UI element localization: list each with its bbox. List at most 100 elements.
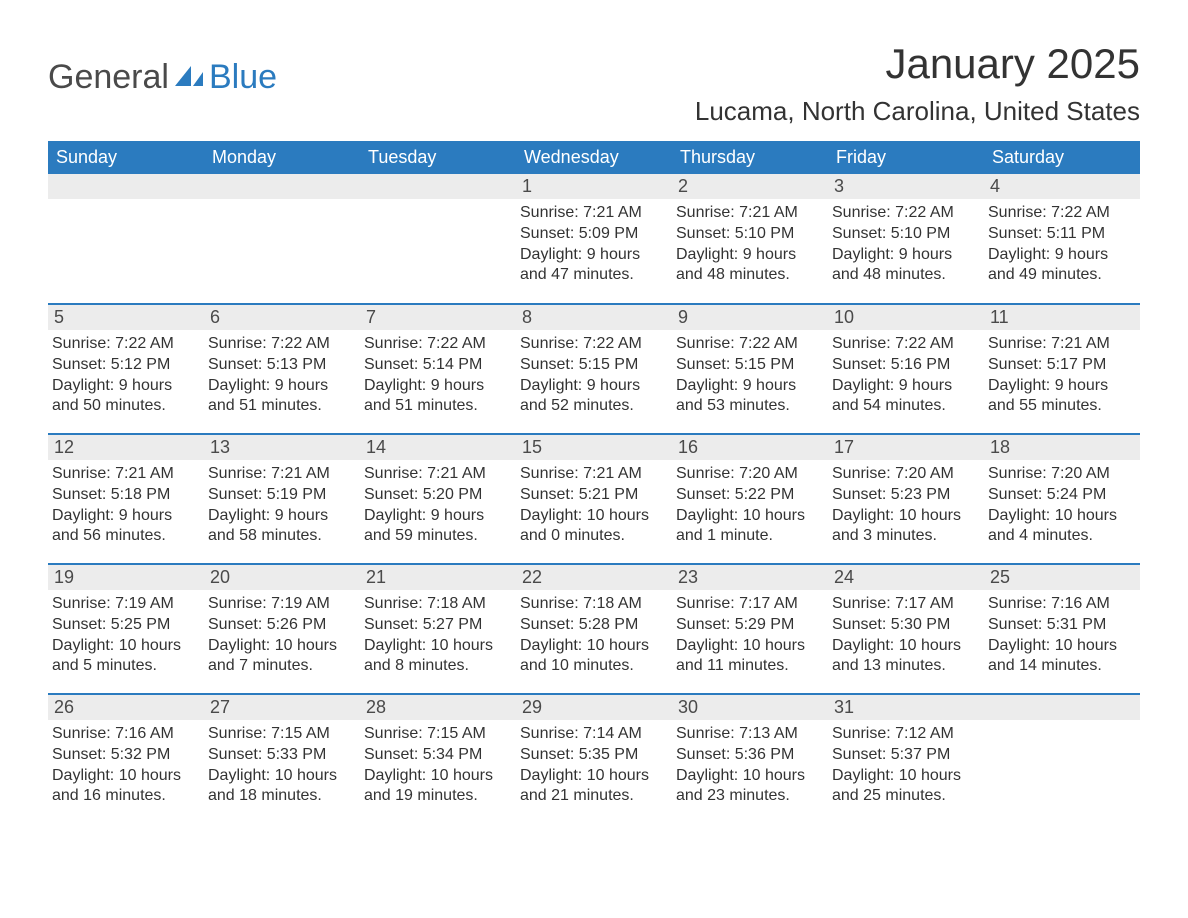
day-line-d1: Daylight: 9 hours (676, 376, 822, 397)
day-body: Sunrise: 7:15 AMSunset: 5:33 PMDaylight:… (204, 720, 360, 807)
day-line-ss: Sunset: 5:13 PM (208, 355, 354, 376)
day-line-d1: Daylight: 9 hours (832, 245, 978, 266)
calendar-day-cell: 9Sunrise: 7:22 AMSunset: 5:15 PMDaylight… (672, 304, 828, 434)
calendar-week-row: 19Sunrise: 7:19 AMSunset: 5:25 PMDayligh… (48, 564, 1140, 694)
day-number: 17 (828, 435, 984, 460)
day-line-d2: and 55 minutes. (988, 396, 1134, 417)
calendar-day-cell: 30Sunrise: 7:13 AMSunset: 5:36 PMDayligh… (672, 694, 828, 824)
day-line-ss: Sunset: 5:23 PM (832, 485, 978, 506)
day-number-empty (48, 174, 204, 199)
day-line-d1: Daylight: 9 hours (832, 376, 978, 397)
day-line-d2: and 51 minutes. (364, 396, 510, 417)
day-line-sr: Sunrise: 7:19 AM (52, 594, 198, 615)
calendar-day-cell: 4Sunrise: 7:22 AMSunset: 5:11 PMDaylight… (984, 174, 1140, 304)
day-line-d1: Daylight: 9 hours (52, 376, 198, 397)
calendar-day-cell: 19Sunrise: 7:19 AMSunset: 5:25 PMDayligh… (48, 564, 204, 694)
calendar-day-cell: 20Sunrise: 7:19 AMSunset: 5:26 PMDayligh… (204, 564, 360, 694)
day-line-ss: Sunset: 5:32 PM (52, 745, 198, 766)
day-number: 26 (48, 695, 204, 720)
calendar-day-cell: 14Sunrise: 7:21 AMSunset: 5:20 PMDayligh… (360, 434, 516, 564)
day-body: Sunrise: 7:21 AMSunset: 5:19 PMDaylight:… (204, 460, 360, 547)
day-line-sr: Sunrise: 7:22 AM (676, 334, 822, 355)
day-line-ss: Sunset: 5:21 PM (520, 485, 666, 506)
day-line-d2: and 18 minutes. (208, 786, 354, 807)
day-body: Sunrise: 7:16 AMSunset: 5:31 PMDaylight:… (984, 590, 1140, 677)
day-number: 11 (984, 305, 1140, 330)
day-line-d1: Daylight: 10 hours (364, 766, 510, 787)
day-number: 10 (828, 305, 984, 330)
day-number: 9 (672, 305, 828, 330)
calendar-day-cell: 5Sunrise: 7:22 AMSunset: 5:12 PMDaylight… (48, 304, 204, 434)
day-line-ss: Sunset: 5:10 PM (676, 224, 822, 245)
calendar-day-cell: 16Sunrise: 7:20 AMSunset: 5:22 PMDayligh… (672, 434, 828, 564)
day-body: Sunrise: 7:19 AMSunset: 5:25 PMDaylight:… (48, 590, 204, 677)
weekday-header: Monday (204, 141, 360, 174)
day-line-sr: Sunrise: 7:15 AM (208, 724, 354, 745)
day-number: 24 (828, 565, 984, 590)
day-line-ss: Sunset: 5:37 PM (832, 745, 978, 766)
day-line-d1: Daylight: 9 hours (208, 506, 354, 527)
day-number: 25 (984, 565, 1140, 590)
day-line-d1: Daylight: 9 hours (988, 245, 1134, 266)
day-line-d1: Daylight: 10 hours (676, 506, 822, 527)
day-line-d1: Daylight: 9 hours (52, 506, 198, 527)
day-line-sr: Sunrise: 7:19 AM (208, 594, 354, 615)
day-line-d2: and 48 minutes. (676, 265, 822, 286)
day-number: 15 (516, 435, 672, 460)
day-line-d2: and 58 minutes. (208, 526, 354, 547)
logo-text-general: General (48, 58, 169, 97)
day-line-sr: Sunrise: 7:21 AM (520, 203, 666, 224)
day-number: 28 (360, 695, 516, 720)
weekday-header: Saturday (984, 141, 1140, 174)
day-number: 30 (672, 695, 828, 720)
day-line-ss: Sunset: 5:09 PM (520, 224, 666, 245)
day-number-empty (984, 695, 1140, 720)
day-body: Sunrise: 7:21 AMSunset: 5:18 PMDaylight:… (48, 460, 204, 547)
day-line-ss: Sunset: 5:31 PM (988, 615, 1134, 636)
day-line-d2: and 16 minutes. (52, 786, 198, 807)
day-line-d2: and 56 minutes. (52, 526, 198, 547)
day-number: 5 (48, 305, 204, 330)
day-number: 16 (672, 435, 828, 460)
day-line-sr: Sunrise: 7:21 AM (520, 464, 666, 485)
day-number: 21 (360, 565, 516, 590)
day-line-sr: Sunrise: 7:22 AM (364, 334, 510, 355)
day-line-d1: Daylight: 10 hours (676, 766, 822, 787)
day-line-sr: Sunrise: 7:13 AM (676, 724, 822, 745)
day-body: Sunrise: 7:12 AMSunset: 5:37 PMDaylight:… (828, 720, 984, 807)
day-line-ss: Sunset: 5:26 PM (208, 615, 354, 636)
weekday-header: Thursday (672, 141, 828, 174)
day-body: Sunrise: 7:19 AMSunset: 5:26 PMDaylight:… (204, 590, 360, 677)
day-line-d1: Daylight: 10 hours (676, 636, 822, 657)
day-body: Sunrise: 7:21 AMSunset: 5:20 PMDaylight:… (360, 460, 516, 547)
day-line-ss: Sunset: 5:35 PM (520, 745, 666, 766)
calendar-day-cell: 2Sunrise: 7:21 AMSunset: 5:10 PMDaylight… (672, 174, 828, 304)
calendar-day-cell: 7Sunrise: 7:22 AMSunset: 5:14 PMDaylight… (360, 304, 516, 434)
calendar-day-cell: 15Sunrise: 7:21 AMSunset: 5:21 PMDayligh… (516, 434, 672, 564)
calendar-week-row: 1Sunrise: 7:21 AMSunset: 5:09 PMDaylight… (48, 174, 1140, 304)
day-body: Sunrise: 7:21 AMSunset: 5:09 PMDaylight:… (516, 199, 672, 286)
calendar-day-cell: 24Sunrise: 7:17 AMSunset: 5:30 PMDayligh… (828, 564, 984, 694)
day-number: 7 (360, 305, 516, 330)
day-body: Sunrise: 7:20 AMSunset: 5:22 PMDaylight:… (672, 460, 828, 547)
day-line-ss: Sunset: 5:19 PM (208, 485, 354, 506)
calendar-day-cell: 13Sunrise: 7:21 AMSunset: 5:19 PMDayligh… (204, 434, 360, 564)
day-body: Sunrise: 7:22 AMSunset: 5:15 PMDaylight:… (516, 330, 672, 417)
day-line-sr: Sunrise: 7:21 AM (676, 203, 822, 224)
day-line-ss: Sunset: 5:30 PM (832, 615, 978, 636)
weekday-header: Tuesday (360, 141, 516, 174)
day-line-sr: Sunrise: 7:22 AM (832, 203, 978, 224)
logo: General Blue (48, 58, 277, 97)
day-body: Sunrise: 7:22 AMSunset: 5:10 PMDaylight:… (828, 199, 984, 286)
day-line-sr: Sunrise: 7:16 AM (52, 724, 198, 745)
day-line-d2: and 10 minutes. (520, 656, 666, 677)
day-number: 31 (828, 695, 984, 720)
day-line-ss: Sunset: 5:15 PM (520, 355, 666, 376)
calendar-week-row: 5Sunrise: 7:22 AMSunset: 5:12 PMDaylight… (48, 304, 1140, 434)
day-number: 19 (48, 565, 204, 590)
day-body: Sunrise: 7:13 AMSunset: 5:36 PMDaylight:… (672, 720, 828, 807)
calendar-day-cell: 3Sunrise: 7:22 AMSunset: 5:10 PMDaylight… (828, 174, 984, 304)
day-line-ss: Sunset: 5:18 PM (52, 485, 198, 506)
weekday-header: Wednesday (516, 141, 672, 174)
day-body: Sunrise: 7:21 AMSunset: 5:17 PMDaylight:… (984, 330, 1140, 417)
